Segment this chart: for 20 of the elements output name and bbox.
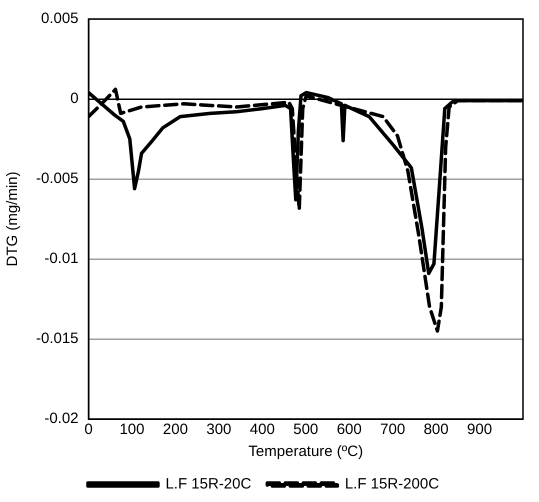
x-tick-label: 100 [119,421,144,438]
x-tick-label: 200 [162,421,188,438]
y-tick-label: -0.02 [44,410,79,428]
y-tick-label: -0.015 [36,330,79,348]
y-tick-label: -0.005 [36,170,79,188]
x-axis-title: Temperature (ºC) [248,443,364,460]
x-tick-label: 500 [293,421,318,438]
y-axis-title: DTG (mg/min) [4,172,22,266]
legend-label: L.F 15R-20C [165,476,252,493]
x-tick-label: 700 [380,421,406,438]
x-tick-label: 600 [336,421,362,438]
legend-label: L.F 15R-200C [344,476,440,493]
y-tick-label: 0.005 [40,10,79,28]
x-tick-label: 0 [84,421,93,438]
x-tick-label: 900 [467,421,492,438]
x-tick-label: 800 [424,421,449,438]
y-tick-label: -0.01 [44,250,79,268]
x-tick-label: 300 [206,421,232,438]
y-tick-label: 0 [70,90,79,108]
x-tick-label: 400 [250,421,275,438]
